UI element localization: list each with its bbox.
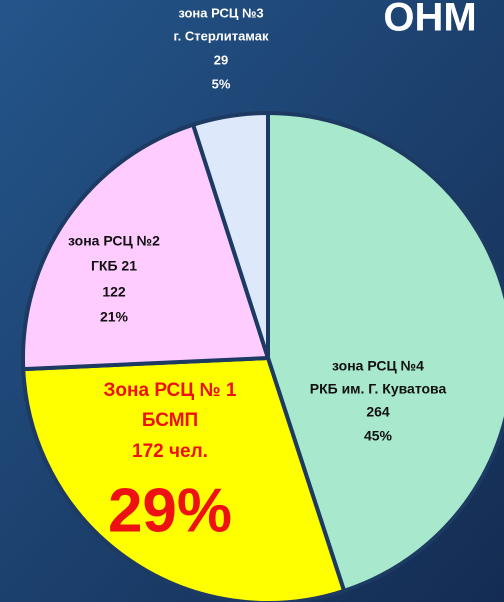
slice-sublabel: г. Стерлитамак <box>174 28 269 43</box>
slice-percent-label: 21% <box>100 309 129 325</box>
slice-label: Зона РСЦ № 1 <box>104 380 237 401</box>
pie-slice <box>21 356 347 602</box>
slice-value-label: 264 <box>366 404 390 420</box>
slice-label: зона РСЦ №4 <box>332 358 424 374</box>
slice-percent-label: 45% <box>364 428 393 444</box>
slice-value-label: 172 чел. <box>132 441 208 462</box>
slice-sublabel: БСМП <box>142 410 198 431</box>
slide-title: ОНМ <box>383 0 476 40</box>
slice-label: зона РСЦ №3 <box>178 5 263 20</box>
slice-sublabel: ГКБ 21 <box>91 258 137 274</box>
slice-percent-label: 5% <box>212 76 231 91</box>
pie-slice <box>191 111 270 360</box>
pie-slice <box>21 122 270 372</box>
slice-label: зона РСЦ №2 <box>68 233 160 249</box>
slice-value-label: 122 <box>102 284 126 300</box>
slice-percent-label: 29% <box>108 476 232 545</box>
slice-value-label: 29 <box>214 52 228 67</box>
slice-sublabel: РКБ им. Г. Куватова <box>310 381 447 397</box>
pie-slice <box>266 111 504 593</box>
